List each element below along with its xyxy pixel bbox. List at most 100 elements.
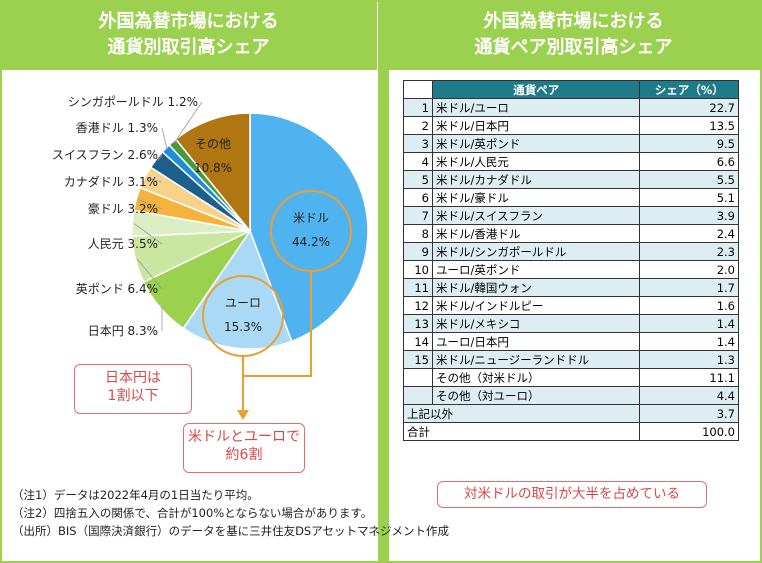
- pie-label-gbp: 英ポンド 6.4%: [76, 282, 158, 296]
- right-header: 外国為替市場における 通貨ペア別取引高シェア: [385, 0, 762, 70]
- left-title-line2: 通貨別取引高シェア: [107, 37, 270, 58]
- leader-line-aud: [138, 199, 163, 210]
- left-title-line1: 外国為替市場における: [98, 11, 279, 32]
- table-row: 2 米ドル/日本円 13.5: [403, 116, 739, 135]
- table-row-total: 合計 100.0: [402, 422, 739, 441]
- table-cell-share: 6.6: [639, 152, 739, 171]
- pie-label-aud: 豪ドル 3.2%: [88, 201, 158, 216]
- table-cell-index: [403, 386, 433, 405]
- table-cell-share: 5.1: [639, 188, 739, 207]
- leader-line-hkd: [161, 127, 168, 150]
- footnote-3: （出所）BIS（国際決済銀行）のデータを基に三井住友DSアセットマネジメント作成: [12, 524, 450, 538]
- table-row: 15 米ドル/ニュージーランドドル 1.3: [403, 350, 739, 369]
- usd-eur-callout-line1: 米ドルとユーロで: [188, 429, 300, 445]
- table-cell-index: 11: [403, 278, 433, 297]
- pie-inner-value-other: 10.8%: [194, 161, 232, 175]
- table-cell-index: 1: [403, 98, 433, 117]
- table-cell-pair: 米ドル/香港ドル: [431, 224, 641, 243]
- pie-label-hkd: 香港ドル 1.3%: [76, 121, 158, 135]
- table-row-total-label: 合計: [402, 422, 641, 441]
- right-callout: 対米ドルの取引が大半を占めている: [437, 481, 707, 508]
- table-row: 7 米ドル/スイスフラン 3.9: [403, 206, 739, 225]
- table-row: 5 米ドル/カナダドル 5.5: [403, 170, 739, 189]
- table-row: 6 米ドル/豪ドル 5.1: [403, 188, 739, 207]
- table-cell-share: 1.6: [639, 296, 739, 315]
- table-cell-share: 2.0: [639, 260, 739, 279]
- pie-inner-name-eur: ユーロ: [225, 296, 261, 310]
- leader-line-chf: [157, 154, 163, 161]
- pair-share-table: 通貨ペア シェア（%） 1 米ドル/ユーロ 22.7 2 米ドル/日本円 13.5 3 米ドル…: [402, 80, 739, 441]
- pie-inner-value-eur: 15.3%: [224, 320, 262, 334]
- table-row-others-label: 上記以外: [402, 404, 641, 423]
- connector-line-usd: [243, 271, 312, 377]
- table-cell-share: 1.7: [639, 278, 739, 297]
- table-row: 13 米ドル/メキシコ 1.4: [403, 314, 739, 333]
- table-cell-pair: 米ドル/人民元: [431, 152, 641, 171]
- table-row: 1 米ドル/ユーロ 22.7: [403, 98, 739, 117]
- yen-callout-line2: 1割以下: [107, 388, 159, 404]
- table-cell-pair: 米ドル/英ポンド: [431, 134, 641, 153]
- table-cell-index: 8: [403, 224, 433, 243]
- table-cell-index: 13: [403, 314, 433, 333]
- table-cell-pair: その他（対ユーロ）: [431, 386, 641, 405]
- table-header-index: [403, 80, 433, 99]
- table-cell-index: 3: [403, 134, 433, 153]
- table-cell-index: 15: [403, 350, 433, 369]
- table-cell-index: 10: [403, 260, 433, 279]
- table-row-others: 上記以外 3.7: [402, 404, 739, 423]
- pie-slice-eur: [182, 229, 293, 350]
- table-cell-share: 5.5: [639, 170, 739, 189]
- leader-line-sgd: [173, 101, 203, 144]
- table-header-pair: 通貨ペア: [431, 80, 641, 99]
- leader-line-cny: [134, 223, 163, 245]
- table-cell-share: 2.4: [639, 224, 739, 243]
- table-row: その他（対ユーロ） 4.4: [403, 386, 739, 405]
- table-cell-pair: 米ドル/韓国ウォン: [431, 278, 641, 297]
- table-cell-pair: 米ドル/ニュージーランドドル: [431, 350, 641, 369]
- table-cell-share: 1.4: [639, 314, 739, 333]
- table-row: その他（対米ドル） 11.1: [403, 368, 739, 387]
- table-cell-share: 9.5: [639, 134, 739, 153]
- table-row: 4 米ドル/人民元 6.6: [403, 152, 739, 171]
- table-header-share: シェア（%）: [639, 80, 739, 99]
- table-cell-pair: その他（対米ドル）: [431, 368, 641, 387]
- pie-inner-name-other: その他: [195, 137, 231, 151]
- pie-inner-name-usd: 米ドル: [293, 211, 329, 225]
- right-title-line2: 通貨ペア別取引高シェア: [474, 37, 673, 58]
- table-cell-pair: 米ドル/豪ドル: [431, 188, 641, 207]
- pie-label-cny: 人民元 3.5%: [88, 237, 158, 251]
- pie-label-chf: スイスフラン 2.6%: [52, 148, 158, 162]
- table-cell-pair: 米ドル/ユーロ: [431, 98, 641, 117]
- table-cell-share: 1.3: [639, 350, 739, 369]
- pie-slice-usd: [249, 112, 369, 343]
- connector-arrowhead: [237, 410, 249, 420]
- footnote-2: （注2）四捨五入の関係で、合計が100%とならない場合があります。: [12, 506, 373, 520]
- pie-chart: 日本円 8.3% 英ポンド 6.4% 人民元 3.5% 豪ドル 3.2% カナダドル 3…: [52, 95, 369, 420]
- pie-label-jpy: 日本円 8.3%: [88, 324, 158, 338]
- table-cell-share: 4.4: [639, 386, 739, 405]
- table-cell-index: 7: [403, 206, 433, 225]
- table-cell-share: 1.4: [639, 332, 739, 351]
- table-row: 9 米ドル/シンガポールドル 2.3: [403, 242, 739, 261]
- table-row: 12 米ドル/インドルピー 1.6: [403, 296, 739, 315]
- table-cell-index: 12: [403, 296, 433, 315]
- table-row: 8 米ドル/香港ドル 2.4: [403, 224, 739, 243]
- table-cell-share: 2.3: [639, 242, 739, 261]
- table-cell-share: 22.7: [639, 98, 739, 117]
- table-cell-pair: 米ドル/カナダドル: [431, 170, 641, 189]
- table-cell-index: [403, 368, 433, 387]
- table-row: 3 米ドル/英ポンド 9.5: [403, 134, 739, 153]
- table-cell-index: 4: [403, 152, 433, 171]
- yen-callout: 日本円は 1割以下: [74, 364, 192, 414]
- table-row: 11 米ドル/韓国ウォン 1.7: [403, 278, 739, 297]
- table-cell-pair: 米ドル/インドルピー: [431, 296, 641, 315]
- table-cell-pair: ユーロ/日本円: [431, 332, 641, 351]
- table-cell-index: 5: [403, 170, 433, 189]
- leader-line-cad: [146, 177, 163, 183]
- leader-line-gbp: [137, 259, 163, 290]
- pie-label-sgd: シンガポールドル 1.2%: [68, 95, 198, 109]
- usd-eur-callout-line2: 約6割: [225, 447, 263, 463]
- table-row: 14 ユーロ/日本円 1.4: [403, 332, 739, 351]
- table-cell-pair: ユーロ/英ポンド: [431, 260, 641, 279]
- table-cell-share: 11.1: [639, 368, 739, 387]
